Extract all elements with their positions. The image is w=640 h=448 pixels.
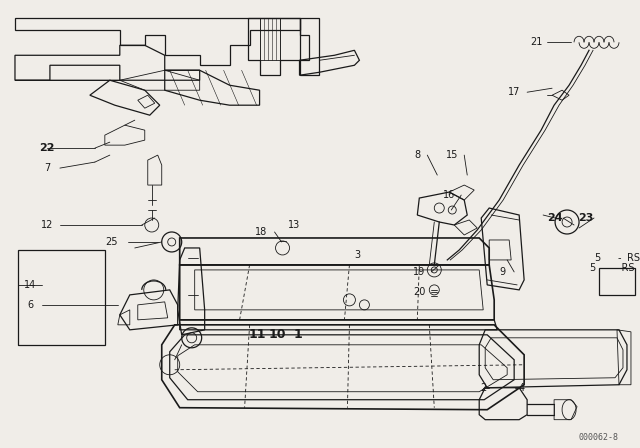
Text: 19: 19 [413,267,426,277]
Text: 6: 6 [27,300,33,310]
Text: 5: 5 [594,253,600,263]
Text: 8: 8 [414,150,420,160]
Text: 2: 2 [480,383,486,393]
Text: 7: 7 [44,163,50,173]
Text: 17: 17 [508,87,520,97]
Text: -: - [617,253,621,263]
Text: 23: 23 [579,213,594,223]
Text: RS: RS [627,253,640,263]
Text: 20: 20 [413,287,426,297]
Text: 3: 3 [355,250,360,260]
Text: 9: 9 [499,267,505,277]
Text: 12: 12 [41,220,53,230]
Text: 10: 10 [269,328,286,341]
Text: 4: 4 [518,383,524,393]
Text: 14: 14 [24,280,36,290]
Text: 5: 5 [589,263,595,273]
Text: 1: 1 [293,328,302,341]
Text: 25: 25 [106,237,118,247]
Text: -RS: -RS [618,263,635,273]
Text: 16: 16 [443,190,456,200]
Text: 13: 13 [289,220,301,230]
Text: 15: 15 [446,150,458,160]
Text: 18: 18 [255,227,268,237]
Text: 24: 24 [547,213,563,223]
Text: 000062-8: 000062-8 [579,433,619,442]
Text: 22: 22 [39,143,54,153]
Text: 21: 21 [530,37,542,47]
Text: 11: 11 [249,328,266,341]
